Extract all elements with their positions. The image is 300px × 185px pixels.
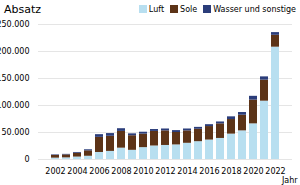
svg-text:2018: 2018 (221, 167, 241, 176)
svg-text:2002: 2002 (45, 167, 65, 176)
svg-text:2010: 2010 (133, 167, 153, 176)
svg-text:200.000: 200.000 (0, 47, 30, 56)
svg-text:0: 0 (24, 155, 29, 164)
html-text:Sole: Sole (180, 4, 198, 14)
svg-text:250.000: 250.000 (0, 20, 30, 29)
html-text:Luft: Luft (148, 4, 165, 14)
svg-text:50.000: 50.000 (2, 128, 30, 137)
html-text:Absatz: Absatz (4, 2, 42, 16)
svg-text:150.000: 150.000 (0, 74, 30, 83)
svg-text:2016: 2016 (199, 167, 219, 176)
svg-text:100.000: 100.000 (0, 101, 30, 110)
svg-text:2020: 2020 (243, 167, 263, 176)
svg-text:2006: 2006 (89, 167, 109, 176)
svg-text:2022: 2022 (265, 167, 286, 177)
svg-text:2012: 2012 (155, 167, 175, 176)
svg-text:2014: 2014 (177, 167, 197, 176)
svg-text:Jahr: Jahr (281, 176, 298, 185)
html-text:Wasser und sonstige: Wasser und sonstige (213, 4, 296, 14)
svg-text:2008: 2008 (111, 167, 131, 176)
svg-text:2004: 2004 (67, 167, 87, 176)
